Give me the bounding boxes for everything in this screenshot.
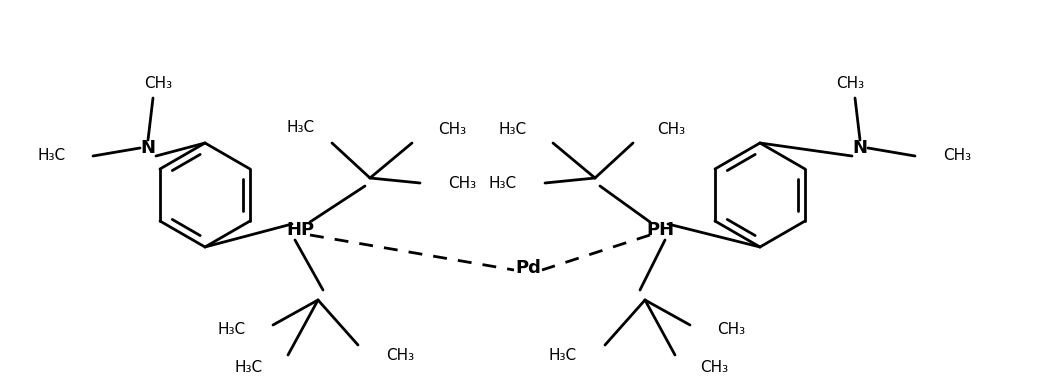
Text: CH₃: CH₃ (438, 122, 466, 137)
Text: H₃C: H₃C (218, 323, 246, 338)
Text: H₃C: H₃C (287, 121, 315, 136)
Text: HP: HP (286, 221, 314, 239)
Text: H₃C: H₃C (498, 122, 527, 137)
Text: H₃C: H₃C (38, 149, 65, 164)
Text: N: N (852, 139, 867, 157)
Text: PH: PH (646, 221, 674, 239)
Text: CH₃: CH₃ (836, 76, 864, 91)
Text: H₃C: H₃C (234, 361, 263, 376)
Text: Pd: Pd (515, 259, 541, 277)
Text: CH₃: CH₃ (386, 348, 414, 362)
Text: CH₃: CH₃ (657, 122, 685, 137)
Text: CH₃: CH₃ (717, 323, 746, 338)
Text: CH₃: CH₃ (144, 76, 172, 91)
Text: H₃C: H₃C (549, 348, 577, 362)
Text: H₃C: H₃C (489, 175, 517, 190)
Text: CH₃: CH₃ (700, 361, 729, 376)
Text: CH₃: CH₃ (943, 149, 972, 164)
Text: CH₃: CH₃ (448, 175, 476, 190)
Text: N: N (140, 139, 155, 157)
